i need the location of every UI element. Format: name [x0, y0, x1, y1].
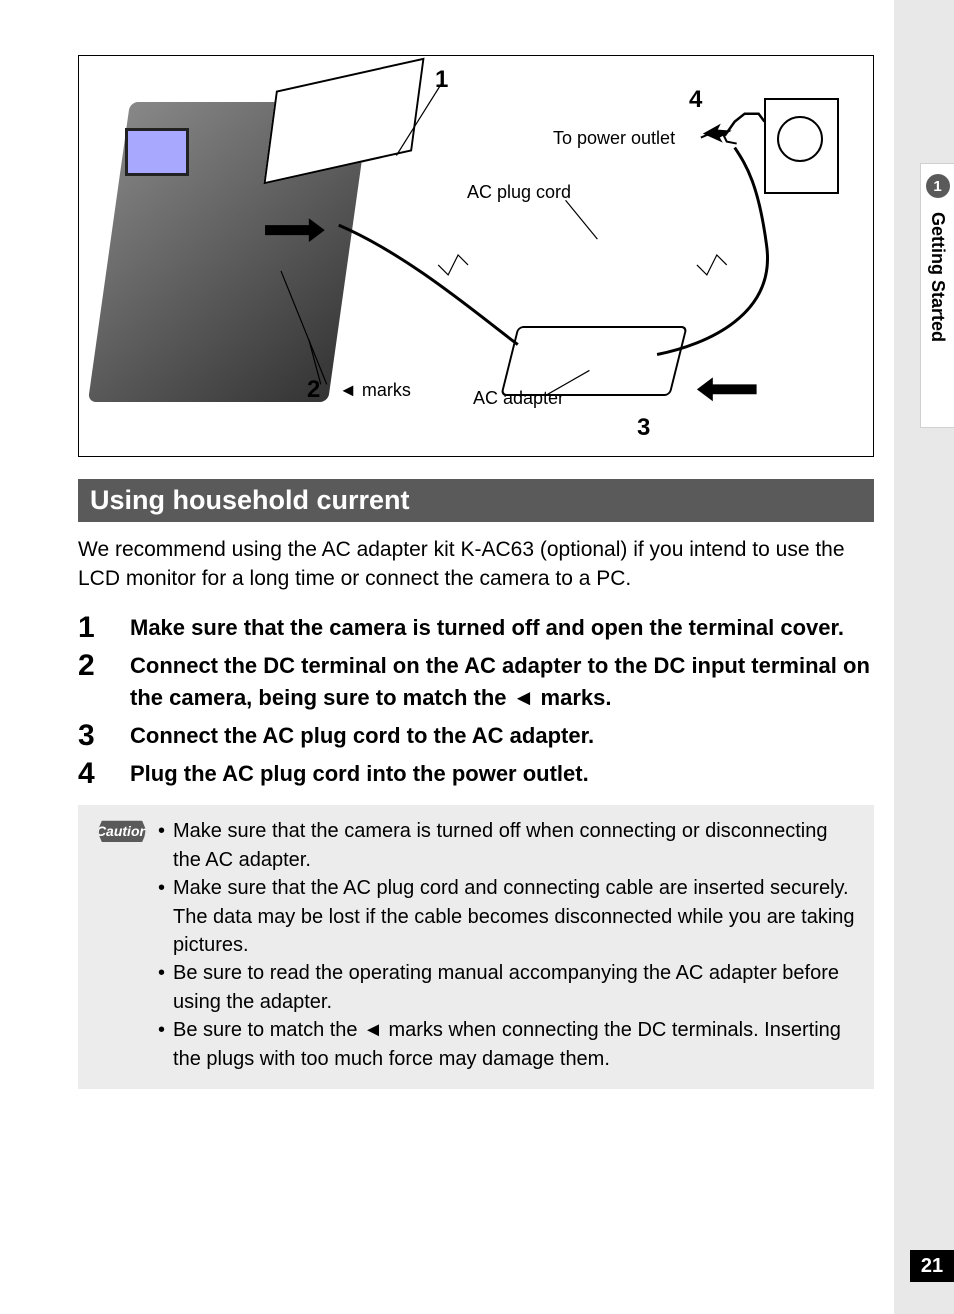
step-item: 1 Make sure that the camera is turned of… [78, 612, 874, 644]
section-heading: Using household current [78, 479, 874, 522]
diagram-label-outlet: To power outlet [553, 128, 675, 149]
connection-diagram: 1 4 2 3 To power outlet AC plug cord AC … [78, 55, 874, 457]
chapter-tab: 1 Getting Started [920, 163, 954, 428]
caution-item: Make sure that the AC plug cord and conn… [156, 874, 858, 959]
power-outlet-socket-icon [777, 116, 823, 162]
diagram-label-marks: ◄ marks [339, 380, 411, 401]
caution-box: Caution Make sure that the camera is tur… [78, 805, 874, 1089]
diagram-callout-3: 3 [637, 414, 650, 442]
section-intro: We recommend using the AC adapter kit K-… [78, 536, 874, 594]
diagram-label-adapter: AC adapter [473, 388, 564, 409]
page-content: 1 4 2 3 To power outlet AC plug cord AC … [78, 0, 874, 1089]
step-text: Plug the AC plug cord into the power out… [130, 758, 874, 790]
caution-item: Be sure to read the operating manual acc… [156, 959, 858, 1016]
camera-screen-icon [125, 128, 189, 176]
step-number: 3 [78, 720, 130, 752]
triangle-left-icon: ◄ [339, 380, 357, 400]
diagram-callout-2: 2 [307, 376, 320, 404]
step-number: 4 [78, 758, 130, 790]
step-item: 2 Connect the DC terminal on the AC adap… [78, 650, 874, 714]
ac-adapter-icon [500, 326, 687, 396]
diagram-label-plugcord: AC plug cord [467, 182, 571, 203]
marks-word: marks [362, 380, 411, 400]
step-text: Connect the DC terminal on the AC adapte… [130, 650, 874, 714]
caution-item: Be sure to match the ◄ marks when connec… [156, 1016, 858, 1073]
step-item: 3 Connect the AC plug cord to the AC ada… [78, 720, 874, 752]
caution-item: Make sure that the camera is turned off … [156, 817, 858, 874]
terminal-cover-icon [263, 58, 424, 185]
page-number: 21 [910, 1250, 954, 1282]
diagram-callout-1: 1 [435, 66, 448, 94]
steps-list: 1 Make sure that the camera is turned of… [78, 612, 874, 789]
step-number: 1 [78, 612, 130, 644]
chapter-number-badge: 1 [926, 174, 950, 198]
caution-badge-icon: Caution [94, 817, 150, 845]
step-number: 2 [78, 650, 130, 714]
diagram-callout-4: 4 [689, 86, 702, 114]
chapter-label: Getting Started [927, 212, 948, 342]
step-item: 4 Plug the AC plug cord into the power o… [78, 758, 874, 790]
step-text: Make sure that the camera is turned off … [130, 612, 874, 644]
caution-list: Make sure that the camera is turned off … [156, 817, 858, 1073]
step-text: Connect the AC plug cord to the AC adapt… [130, 720, 874, 752]
right-rail: 1 Getting Started 21 [894, 0, 954, 1314]
manual-page: 1 Getting Started 21 [0, 0, 954, 1314]
